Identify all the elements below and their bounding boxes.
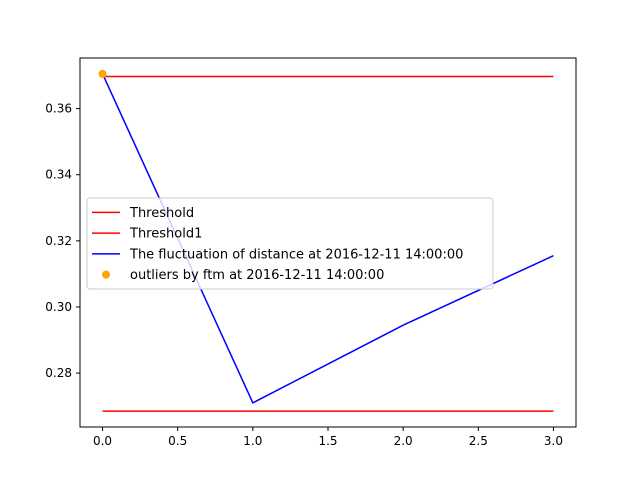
y-tick-label: 0.36 <box>45 102 72 116</box>
y-tick-label: 0.32 <box>45 234 72 248</box>
y-tick-label: 0.30 <box>45 300 72 314</box>
outlier-point <box>98 69 107 78</box>
legend-label: outliers by ftm at 2016-12-11 14:00:00 <box>130 268 384 283</box>
x-axis: 0.0 0.5 1.0 1.5 2.0 2.5 3.0 <box>93 427 563 448</box>
legend-box <box>86 197 494 290</box>
y-tick-label: 0.34 <box>45 168 72 182</box>
x-tick-label: 2.0 <box>394 434 413 448</box>
legend-marker-swatch <box>102 270 110 279</box>
x-tick-label: 1.0 <box>243 434 262 448</box>
x-tick-label: 0.5 <box>168 434 187 448</box>
x-tick-label: 1.5 <box>318 434 337 448</box>
x-tick-label: 3.0 <box>544 434 563 448</box>
legend-label: The fluctuation of distance at 2016-12-1… <box>129 247 463 262</box>
y-axis: 0.28 0.30 0.32 0.34 0.36 <box>45 102 80 380</box>
legend-label: Threshold1 <box>129 227 202 242</box>
legend: Threshold Threshold1 The fluctuation of di… <box>86 197 494 290</box>
x-tick-label: 2.5 <box>469 434 488 448</box>
x-tick-label: 0.0 <box>93 434 112 448</box>
legend-label: Threshold <box>129 206 194 221</box>
y-tick-label: 0.28 <box>45 366 72 380</box>
